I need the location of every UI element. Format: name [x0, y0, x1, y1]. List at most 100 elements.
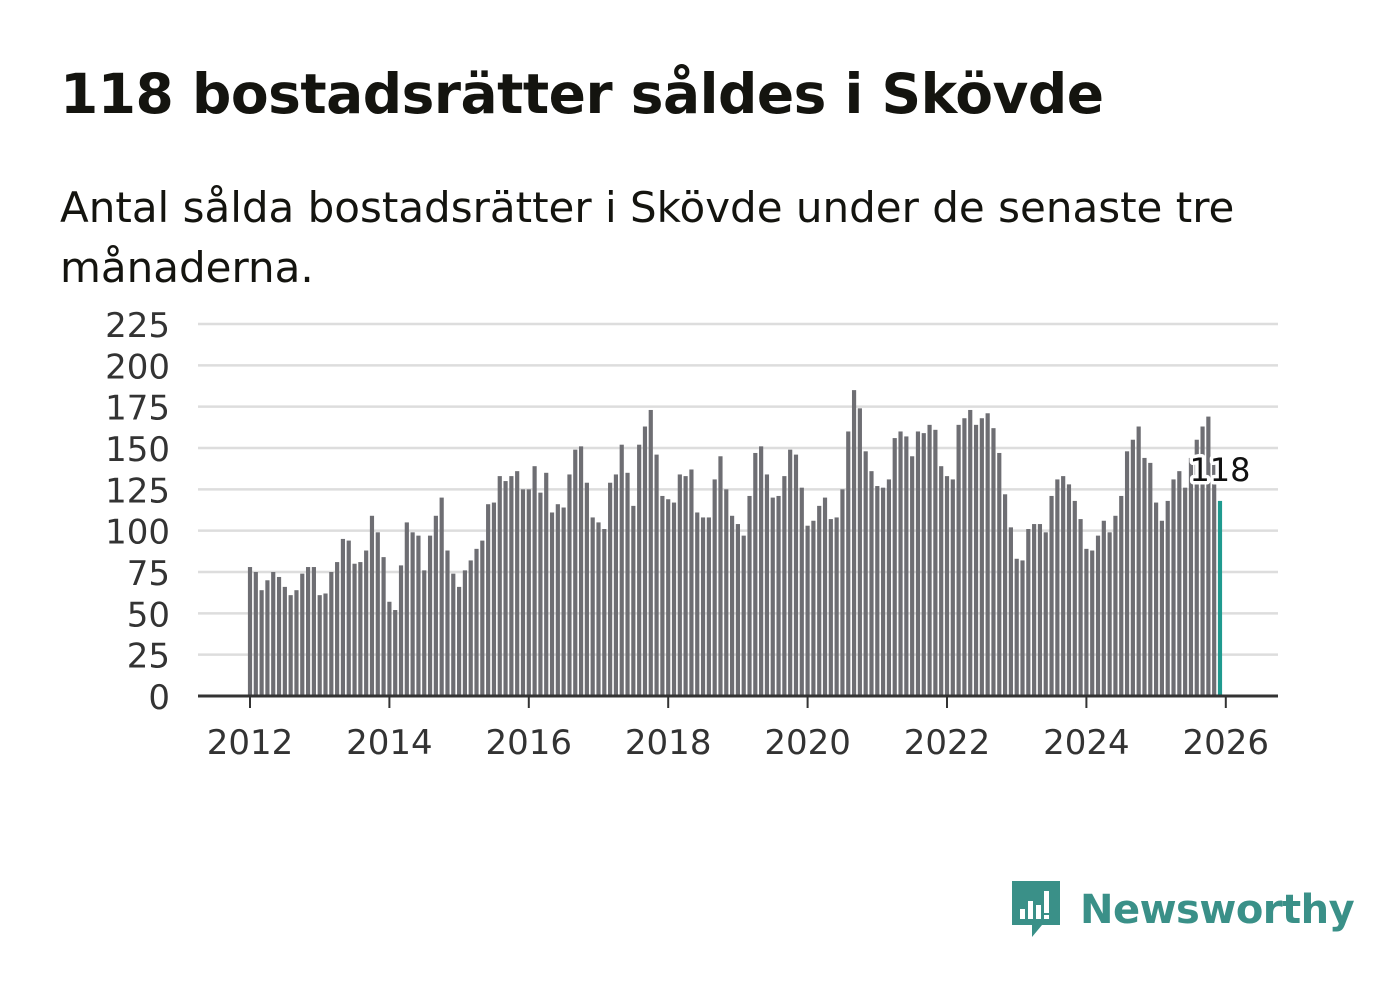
bar	[898, 431, 903, 696]
page-title: 118 bostadsrätter såldes i Skövde	[60, 62, 1104, 126]
bar	[1043, 532, 1048, 696]
bar	[544, 472, 549, 696]
bar	[317, 595, 322, 696]
bar	[718, 456, 723, 696]
bar	[834, 517, 839, 696]
bar	[753, 452, 758, 696]
bar	[997, 452, 1002, 696]
bar	[1078, 519, 1083, 696]
bar	[584, 482, 589, 696]
bar	[759, 446, 764, 696]
bar	[462, 570, 467, 696]
bar	[788, 449, 793, 696]
bar	[1084, 548, 1089, 696]
bar	[1200, 426, 1205, 696]
bar	[427, 535, 433, 696]
bar	[515, 471, 520, 696]
bar	[329, 572, 334, 696]
bar	[468, 560, 473, 696]
bar	[573, 449, 578, 696]
bar	[1061, 476, 1066, 696]
bar	[1188, 457, 1194, 696]
bar	[712, 479, 717, 696]
bar	[404, 522, 409, 696]
bar	[805, 525, 810, 696]
bar	[764, 474, 770, 696]
bar	[247, 567, 253, 696]
brand-logo[interactable]: Newsworthy	[1010, 878, 1355, 942]
bar	[956, 424, 961, 696]
bar	[793, 454, 799, 696]
brand-name: Newsworthy	[1080, 887, 1355, 933]
bar	[642, 426, 648, 696]
bar	[1212, 461, 1217, 696]
bar	[509, 476, 514, 696]
bar	[1171, 479, 1176, 696]
bar	[1020, 560, 1025, 696]
bar	[689, 469, 694, 696]
bar	[904, 436, 909, 696]
bar	[892, 438, 897, 696]
bar	[950, 479, 955, 696]
bar	[561, 507, 566, 696]
bar	[857, 408, 862, 696]
bar	[311, 567, 316, 696]
x-tick-label: 2022	[904, 723, 991, 763]
bar	[881, 487, 886, 696]
bar	[654, 454, 659, 696]
bar	[410, 532, 415, 696]
bar	[1095, 535, 1101, 696]
bar	[962, 418, 967, 696]
bar	[300, 573, 305, 696]
bar	[1008, 527, 1013, 696]
last-value-label: 118	[1189, 451, 1250, 489]
bar	[259, 590, 264, 696]
x-tick-label: 2014	[346, 723, 433, 763]
bar	[381, 557, 386, 696]
bar	[933, 429, 938, 696]
bar	[973, 424, 979, 696]
newsworthy-logo-icon	[1012, 881, 1060, 937]
bar-highlight	[1217, 500, 1223, 696]
bar	[886, 479, 892, 696]
bar	[1107, 532, 1112, 696]
y-tick-label: 225	[105, 306, 170, 346]
bar	[439, 497, 444, 696]
bar	[602, 529, 607, 696]
bar	[1148, 462, 1153, 696]
bar	[671, 502, 677, 696]
bar	[486, 504, 491, 696]
bar	[305, 567, 311, 696]
bar	[1113, 515, 1118, 696]
bar	[677, 474, 682, 696]
bar	[375, 532, 380, 696]
bar	[590, 517, 595, 696]
bar	[1049, 495, 1054, 696]
y-tick-label: 50	[127, 595, 170, 635]
bar	[968, 409, 973, 696]
bar	[921, 433, 926, 696]
bar	[770, 497, 775, 696]
bar	[910, 456, 915, 696]
bar	[811, 520, 816, 696]
bar	[1055, 479, 1060, 696]
bar	[724, 489, 729, 696]
page-subtitle: Antal sålda bostadsrätter i Skövde under…	[60, 183, 1235, 292]
x-tick-label: 2020	[764, 723, 851, 763]
bar	[735, 524, 740, 696]
bar	[828, 519, 833, 696]
bar	[846, 431, 851, 696]
bar	[549, 512, 555, 696]
bar	[1101, 520, 1106, 696]
bar	[480, 540, 485, 696]
bar	[335, 562, 340, 696]
bar	[875, 486, 880, 696]
bar	[869, 471, 874, 696]
bar	[276, 576, 282, 696]
bar	[1124, 451, 1130, 696]
bar	[822, 497, 828, 696]
y-tick-label: 25	[127, 637, 170, 677]
bar	[1014, 558, 1019, 696]
